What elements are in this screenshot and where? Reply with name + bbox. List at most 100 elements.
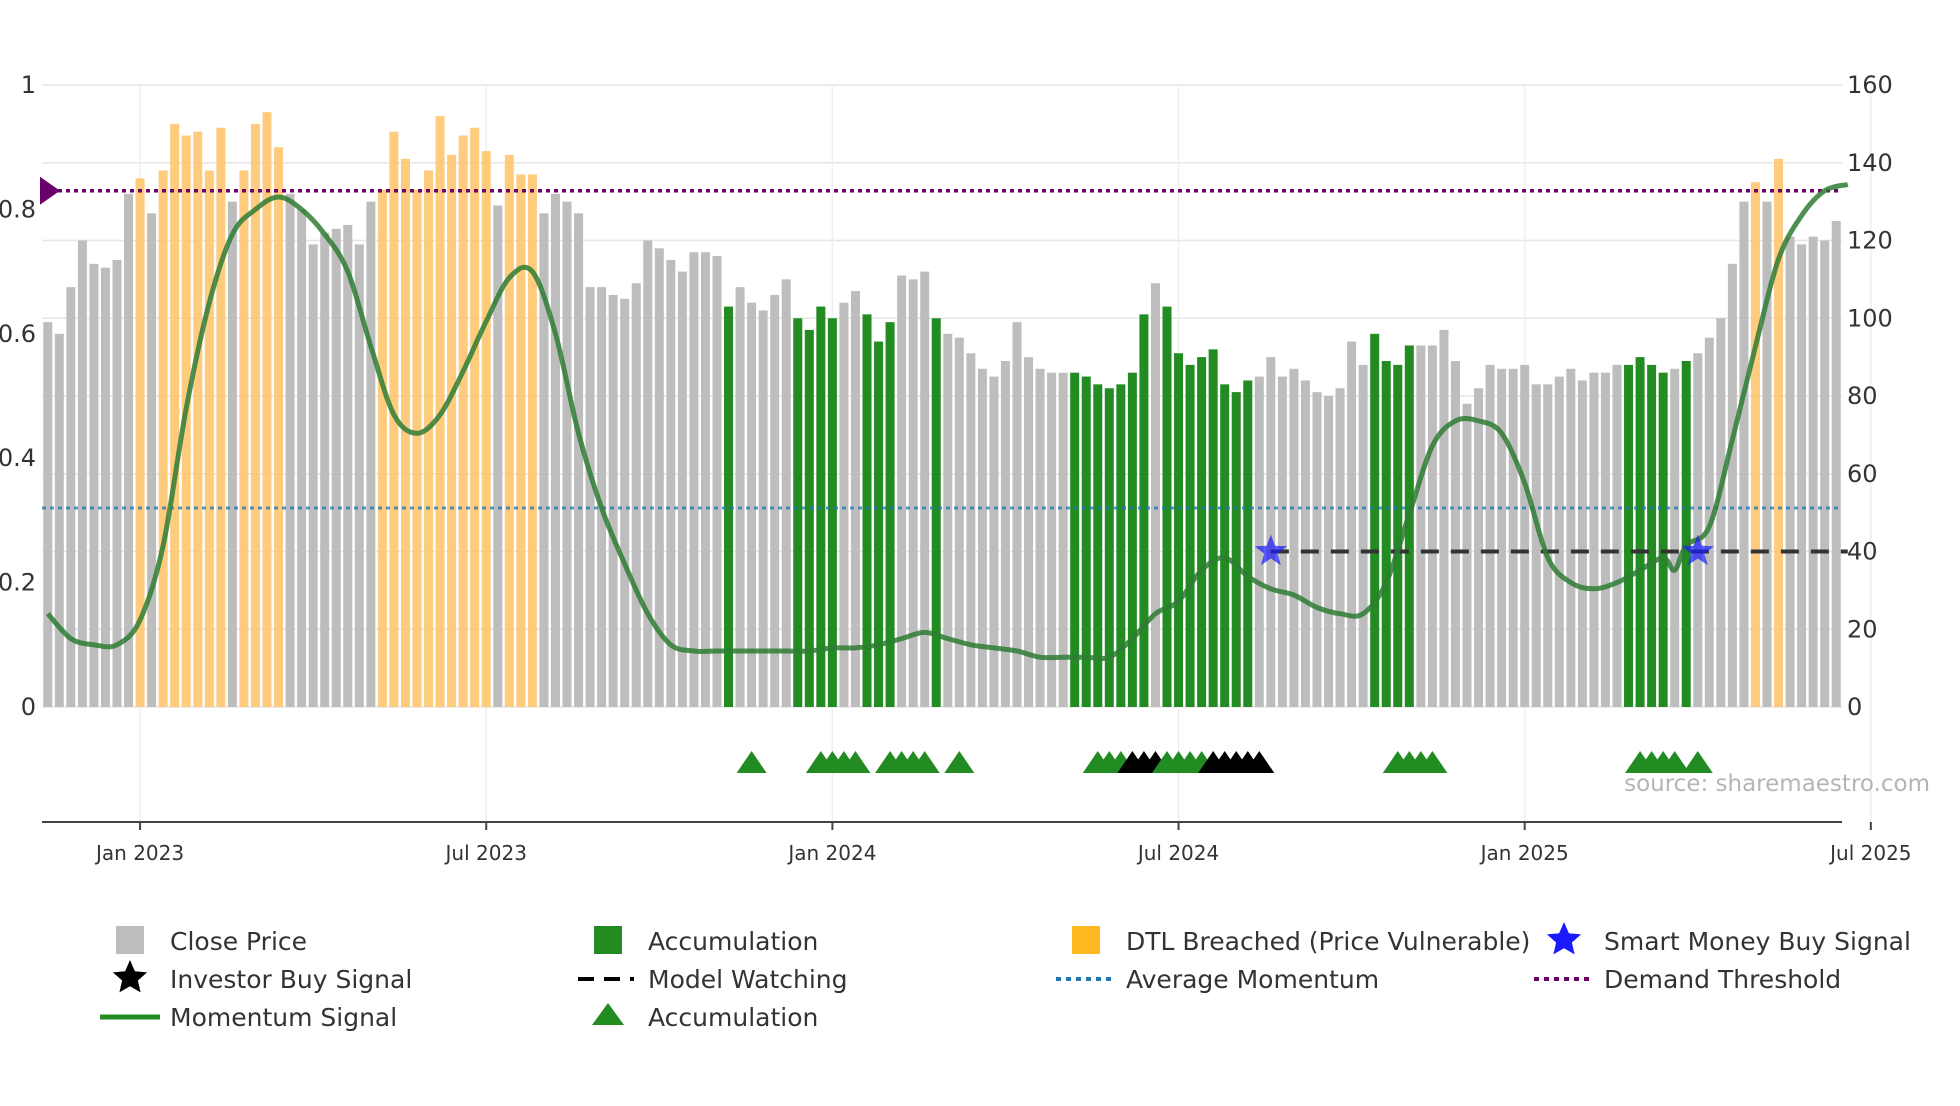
price-bar [1450,361,1460,707]
price-bar [1554,376,1564,707]
price-bar [920,271,930,707]
price-bar [700,252,710,707]
price-bar [574,213,584,707]
price-bar [1577,380,1587,707]
right-axis-tick-label: 100 [1847,304,1893,332]
price-bar [747,302,757,707]
price-bar [1024,357,1034,707]
demand-threshold-marker [40,176,60,205]
dtl-bar [481,151,491,707]
accumulation-bar [862,314,872,707]
price-bar [631,283,641,707]
price-bar [1566,368,1576,707]
accumulation-bar [1381,361,1391,707]
price-bar [320,232,330,707]
price-bar [1543,384,1553,707]
left-axis-tick-label: 0.8 [0,195,36,223]
dtl-bar [262,112,272,707]
price-bar [493,205,503,707]
accumulation-bar [1658,372,1668,707]
accumulation-triangle [1682,751,1713,773]
accumulation-bar [1093,384,1103,707]
accumulation-bar [1116,384,1126,707]
price-bar [966,353,976,707]
price-bar [550,193,560,708]
dtl-bar [504,154,514,708]
accumulation-bar [1162,306,1172,707]
dtl-bar [424,170,434,707]
legend-accumulation-marker-label: Accumulation [648,1003,818,1032]
price-bar [585,287,595,707]
legend-smart-money-label: Smart Money Buy Signal [1604,927,1911,956]
price-bar [1497,368,1507,707]
price-bar [1266,357,1276,707]
price-bar [112,259,122,707]
accumulation-bar [1647,364,1657,707]
price-bar [1335,388,1345,707]
legend-model-watching-label: Model Watching [648,965,848,994]
price-bar [539,213,549,707]
price-bar [1831,221,1841,707]
dtl-bar [204,170,214,707]
price-bar [331,228,341,707]
right-axis-tick-label: 140 [1847,149,1893,177]
accumulation-bar [1081,376,1091,707]
legend-dtl-swatch [1072,926,1100,954]
accumulation-triangle [944,751,975,773]
dtl-bar [135,178,145,708]
right-axis-tick-label: 120 [1847,227,1893,255]
dtl-bar [412,189,422,707]
accumulation-bar [1404,345,1414,707]
price-bar [1254,376,1264,707]
accumulation-bar [1127,372,1137,707]
legend-investor-icon [112,960,148,993]
price-bar [1520,364,1530,707]
accumulation-triangle [1417,751,1448,773]
price-bar [1324,396,1334,707]
price-bar [43,322,53,707]
x-axis-tick-label: Jan 2023 [94,841,184,865]
momentum-signal-line [45,182,1849,662]
dtl-bar [458,135,468,708]
price-bar [839,302,849,707]
smart-money-star-icon [1254,534,1287,566]
price-bar [1300,380,1310,707]
left-axis-tick-label: 1 [21,71,36,99]
legend-dtl-label: DTL Breached (Price Vulnerable) [1126,927,1530,956]
price-bar [897,275,907,707]
price-bar [1462,403,1472,707]
dtl-bar [193,131,203,707]
price-bar [297,209,307,707]
price-bar [124,193,134,708]
left-axis-tick-label: 0.6 [0,320,36,348]
right-axis-tick-label: 20 [1847,615,1878,643]
price-bar [1612,364,1622,707]
price-bar [562,201,572,707]
price-bar [1058,372,1068,707]
accumulation-triangle [736,751,767,773]
price-bar [1762,201,1772,707]
dtl-bar [216,127,226,707]
accumulation-bar [1070,372,1080,707]
price-bar [308,244,318,707]
accumulation-bar [1681,361,1691,707]
price-bar [1439,329,1449,707]
legend-demand-threshold-label: Demand Threshold [1604,965,1841,994]
right-axis-tick-label: 40 [1847,538,1878,566]
price-bar [1531,384,1541,707]
x-axis-tick-label: Jul 2023 [444,841,527,865]
x-axis-tick-label: Jul 2024 [1136,841,1219,865]
price-bar [1012,322,1022,707]
dtl-bar [527,174,537,708]
dtl-bar [516,174,526,708]
source-text: source: sharemaestro.com [1624,771,1930,797]
price-bars [43,112,1841,708]
accumulation-bar [1208,349,1218,707]
dtl-bar [1774,158,1784,708]
right-axis-tick-label: 0 [1847,693,1862,721]
accumulation-bar [1197,357,1207,707]
right-axis-tick-label: 80 [1847,382,1878,410]
dtl-bar [470,127,480,707]
price-bar [908,279,918,707]
